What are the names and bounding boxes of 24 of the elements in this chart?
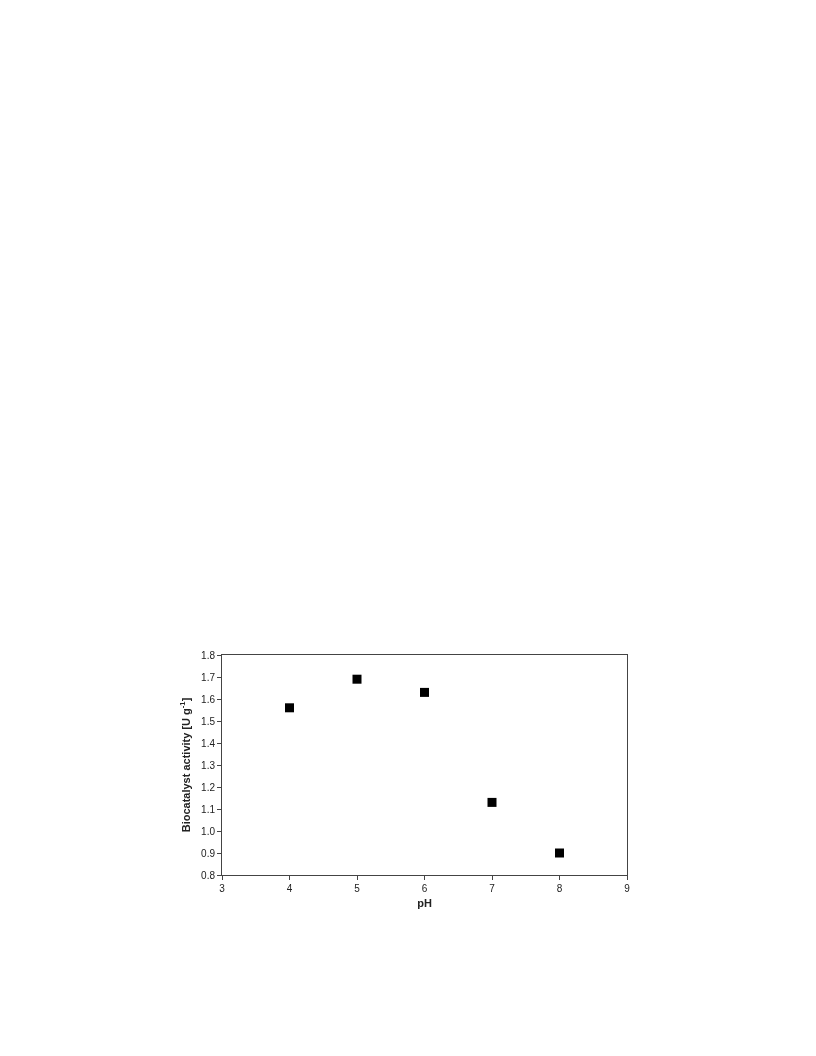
y-tick-label: 1.6 bbox=[201, 693, 216, 705]
y-tick-label: 0.8 bbox=[201, 869, 216, 881]
y-tick-label: 1.7 bbox=[201, 671, 216, 683]
y-tick-label: 1.4 bbox=[201, 737, 216, 749]
y-tick-label: 1.2 bbox=[201, 781, 216, 793]
point bbox=[420, 687, 429, 697]
point bbox=[285, 703, 294, 713]
y-tick-label: 1.5 bbox=[201, 715, 216, 727]
point bbox=[487, 797, 497, 807]
y-tick-label: 1.1 bbox=[201, 803, 216, 815]
point bbox=[352, 674, 362, 684]
x-tick-label: 6 bbox=[421, 883, 428, 894]
x-tick-label: 7 bbox=[489, 883, 496, 894]
x-tick-label: 9 bbox=[624, 883, 631, 894]
x-tick-label: 3 bbox=[219, 883, 226, 894]
x-axis-title: pH bbox=[417, 897, 432, 910]
point bbox=[555, 848, 564, 858]
x-tick-label: 5 bbox=[354, 883, 361, 894]
y-tick-label: 0.9 bbox=[201, 847, 216, 859]
x-tick-label: 8 bbox=[556, 883, 563, 894]
y-tick-label: 1.3 bbox=[201, 759, 216, 771]
y-tick-label: 1.8 bbox=[201, 649, 216, 661]
y-tick-label: 1.0 bbox=[201, 825, 216, 837]
x-tick-label: 4 bbox=[286, 883, 293, 894]
